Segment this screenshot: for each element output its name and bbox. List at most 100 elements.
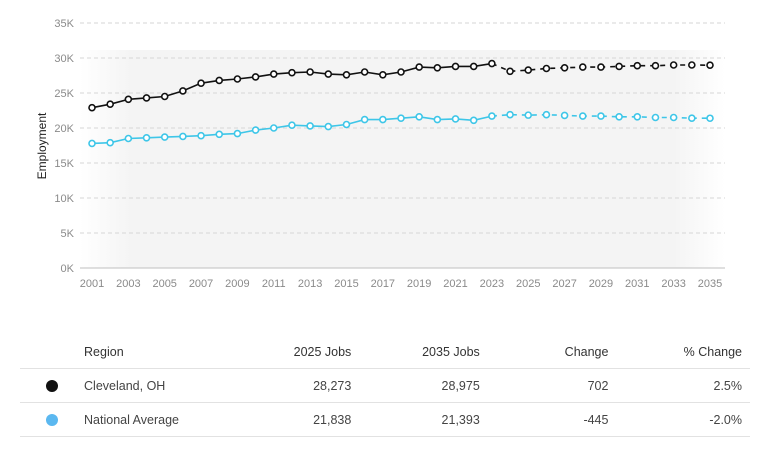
color-cell bbox=[20, 368, 84, 403]
table-row-cleveland: Cleveland, OH 28,273 28,975 702 2.5% bbox=[20, 368, 750, 403]
pct-change-cell: 2.5% bbox=[609, 368, 750, 403]
data-point bbox=[597, 112, 605, 120]
data-point bbox=[488, 112, 496, 120]
header-2025-jobs: 2025 Jobs bbox=[241, 336, 353, 369]
data-point bbox=[560, 64, 569, 72]
x-tick-label: 2007 bbox=[189, 278, 213, 290]
data-point bbox=[306, 122, 314, 130]
x-tick-label: 2017 bbox=[371, 278, 395, 290]
data-point bbox=[160, 133, 169, 141]
data-point bbox=[106, 138, 114, 147]
header-pct-change: % Change bbox=[609, 336, 750, 369]
legend-dot-cleveland bbox=[45, 380, 58, 393]
data-point bbox=[597, 63, 605, 71]
jobs-2025-cell: 21,838 bbox=[241, 402, 353, 437]
series-group bbox=[88, 59, 714, 148]
data-point bbox=[669, 113, 678, 122]
data-point bbox=[342, 71, 351, 79]
header-2035-jobs: 2035 Jobs bbox=[352, 336, 481, 369]
data-point bbox=[542, 110, 551, 119]
data-point bbox=[379, 115, 387, 124]
x-tick-label: 2013 bbox=[298, 278, 322, 290]
data-point bbox=[578, 63, 587, 71]
x-axis-ticks: 2001 2003 2005 2007 2009 2011 2013 2015 2017 2019… bbox=[80, 278, 722, 290]
x-tick-label: 2001 bbox=[80, 278, 104, 290]
change-cell: -445 bbox=[480, 402, 610, 437]
jobs-2035-cell: 28,975 bbox=[352, 368, 481, 403]
data-point bbox=[560, 111, 569, 120]
data-point bbox=[578, 112, 587, 120]
pct-change-cell: -2.0% bbox=[609, 402, 750, 437]
y-axis-ticks: 0K 5K 10K 15K 20K 25K 30K 35K bbox=[54, 18, 74, 275]
data-point bbox=[251, 73, 260, 81]
x-tick-label: 2015 bbox=[334, 278, 358, 290]
data-point bbox=[288, 121, 296, 129]
x-tick-label: 2023 bbox=[480, 278, 504, 290]
data-point bbox=[197, 79, 205, 87]
data-point bbox=[615, 62, 623, 71]
data-point bbox=[706, 61, 714, 69]
y-tick-label: 5K bbox=[61, 228, 75, 240]
data-point bbox=[215, 130, 224, 139]
data-point bbox=[215, 76, 224, 85]
data-point bbox=[488, 59, 496, 68]
data-point bbox=[88, 103, 96, 112]
data-point bbox=[288, 68, 296, 77]
header-region: Region bbox=[83, 336, 242, 369]
table-header-row: Region 2025 Jobs 2035 Jobs Change % Chan… bbox=[20, 336, 750, 369]
plot-background bbox=[80, 50, 725, 268]
data-point bbox=[142, 94, 151, 102]
data-point bbox=[506, 67, 514, 76]
x-tick-label: 2031 bbox=[625, 278, 649, 290]
y-tick-label: 30K bbox=[54, 53, 74, 65]
header-color bbox=[20, 336, 84, 369]
data-point bbox=[542, 64, 551, 73]
data-point bbox=[669, 61, 678, 69]
data-point bbox=[524, 66, 533, 74]
x-tick-label: 2035 bbox=[698, 278, 722, 290]
data-point bbox=[106, 100, 114, 108]
data-point bbox=[306, 68, 314, 76]
change-cell: 702 bbox=[480, 368, 610, 403]
x-tick-label: 2021 bbox=[443, 278, 467, 290]
data-point bbox=[160, 92, 169, 101]
data-point bbox=[433, 115, 442, 124]
data-point bbox=[233, 129, 242, 138]
data-point bbox=[451, 115, 460, 123]
jobs-2035-cell: 21,393 bbox=[352, 402, 481, 437]
data-point bbox=[397, 68, 405, 76]
y-tick-label: 20K bbox=[54, 123, 74, 135]
data-point bbox=[124, 134, 133, 143]
data-point bbox=[469, 116, 478, 125]
data-point bbox=[706, 114, 714, 123]
y-tick-label: 15K bbox=[54, 158, 74, 170]
data-point bbox=[415, 63, 423, 71]
data-point bbox=[179, 87, 187, 95]
data-point bbox=[233, 75, 242, 83]
data-point bbox=[633, 113, 642, 121]
color-cell bbox=[20, 402, 84, 437]
data-point bbox=[269, 70, 278, 78]
data-point bbox=[342, 120, 351, 129]
data-point bbox=[524, 111, 533, 119]
data-point bbox=[179, 132, 187, 141]
data-point bbox=[251, 126, 260, 134]
table-row-national: National Average 21,838 21,393 -445 -2.0… bbox=[20, 402, 750, 437]
x-tick-label: 2027 bbox=[552, 278, 576, 290]
y-tick-label: 35K bbox=[54, 18, 74, 30]
data-point bbox=[269, 124, 278, 132]
data-point bbox=[197, 131, 205, 140]
data-point bbox=[397, 114, 405, 122]
data-point bbox=[433, 64, 442, 72]
jobs-2025-cell: 28,273 bbox=[241, 368, 353, 403]
legend-dot-national bbox=[45, 414, 58, 427]
data-point bbox=[88, 139, 96, 148]
x-tick-label: 2019 bbox=[407, 278, 431, 290]
data-point bbox=[124, 95, 133, 104]
y-axis-label: Employment bbox=[35, 112, 49, 179]
x-tick-label: 2003 bbox=[116, 278, 140, 290]
region-cell: Cleveland, OH bbox=[83, 368, 242, 403]
data-point bbox=[506, 110, 514, 119]
data-point bbox=[142, 134, 151, 142]
